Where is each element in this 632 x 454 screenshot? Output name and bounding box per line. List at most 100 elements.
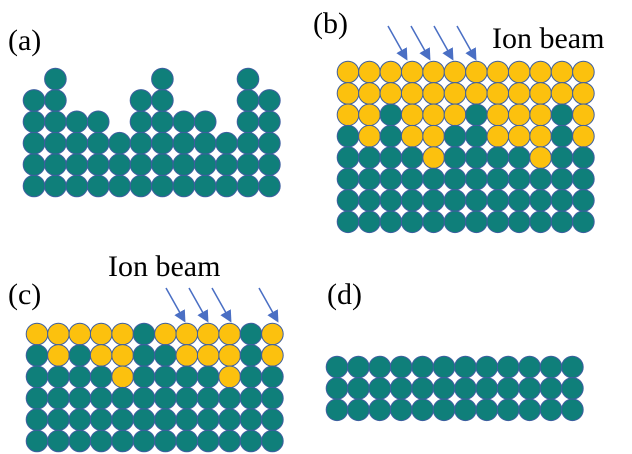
- atom: [573, 104, 595, 126]
- atom: [401, 61, 423, 83]
- atom: [237, 154, 259, 176]
- atom: [155, 345, 177, 367]
- atom: [551, 168, 573, 190]
- atom: [530, 83, 552, 105]
- atom: [337, 211, 359, 233]
- atom: [240, 366, 262, 388]
- atom: [348, 399, 370, 421]
- atom: [508, 147, 530, 169]
- atom: [412, 378, 434, 400]
- atom: [69, 323, 91, 345]
- atom: [240, 345, 262, 367]
- atom: [326, 399, 348, 421]
- atom: [497, 356, 519, 378]
- atom: [444, 168, 466, 190]
- atom: [551, 147, 573, 169]
- atom: [109, 154, 131, 176]
- atom: [23, 111, 45, 133]
- atom: [112, 387, 134, 409]
- atom: [401, 190, 423, 212]
- panel-label: (b): [313, 7, 348, 40]
- atom: [259, 175, 281, 197]
- atom: [497, 399, 519, 421]
- atom: [380, 211, 402, 233]
- atom: [530, 104, 552, 126]
- atom: [130, 132, 152, 154]
- atom: [508, 125, 530, 147]
- atom: [240, 409, 262, 431]
- atom: [66, 132, 88, 154]
- atom: [401, 168, 423, 190]
- atom: [90, 387, 112, 409]
- atom: [455, 399, 477, 421]
- atom: [337, 125, 359, 147]
- atom: [562, 399, 584, 421]
- atom: [487, 83, 509, 105]
- arrow: [411, 26, 429, 58]
- atom: [390, 356, 412, 378]
- atom: [573, 147, 595, 169]
- atom: [45, 132, 67, 154]
- annotation: Ion beam: [108, 250, 220, 283]
- atom: [197, 387, 219, 409]
- atom: [423, 168, 445, 190]
- atom: [23, 90, 45, 112]
- arrow: [259, 288, 277, 320]
- atom: [530, 211, 552, 233]
- atom: [87, 154, 109, 176]
- atom: [130, 175, 152, 197]
- atom: [112, 430, 134, 452]
- atom: [69, 387, 91, 409]
- atom: [130, 90, 152, 112]
- atom: [66, 111, 88, 133]
- atom: [23, 175, 45, 197]
- atom: [487, 104, 509, 126]
- atom: [380, 147, 402, 169]
- atom: [194, 154, 216, 176]
- atom: [45, 90, 67, 112]
- atom: [69, 366, 91, 388]
- atom: [240, 430, 262, 452]
- atom: [476, 399, 498, 421]
- atom: [540, 399, 562, 421]
- atom: [26, 345, 48, 367]
- atom: [133, 366, 155, 388]
- atom: [69, 409, 91, 431]
- atom: [423, 125, 445, 147]
- atom: [401, 104, 423, 126]
- atom: [508, 168, 530, 190]
- atom: [259, 132, 281, 154]
- atom: [390, 378, 412, 400]
- atom: [133, 387, 155, 409]
- atom: [530, 190, 552, 212]
- atom: [45, 175, 67, 197]
- atom: [48, 345, 70, 367]
- atom: [433, 378, 455, 400]
- panel-label: (a): [8, 24, 41, 57]
- atom: [487, 211, 509, 233]
- atom: [90, 430, 112, 452]
- atom: [109, 132, 131, 154]
- atom: [197, 430, 219, 452]
- atom: [380, 168, 402, 190]
- atom: [112, 409, 134, 431]
- atom: [152, 68, 174, 90]
- atom: [487, 125, 509, 147]
- atom: [359, 83, 381, 105]
- atom: [26, 366, 48, 388]
- atom: [173, 175, 195, 197]
- atom: [359, 125, 381, 147]
- atom: [390, 399, 412, 421]
- atom: [219, 366, 241, 388]
- atom: [466, 168, 488, 190]
- atom: [573, 61, 595, 83]
- atom: [530, 61, 552, 83]
- atom: [487, 61, 509, 83]
- atom: [262, 345, 284, 367]
- atom: [348, 378, 370, 400]
- atom: [423, 211, 445, 233]
- atom: [152, 111, 174, 133]
- arrow: [434, 26, 452, 58]
- atom: [487, 168, 509, 190]
- atom: [237, 68, 259, 90]
